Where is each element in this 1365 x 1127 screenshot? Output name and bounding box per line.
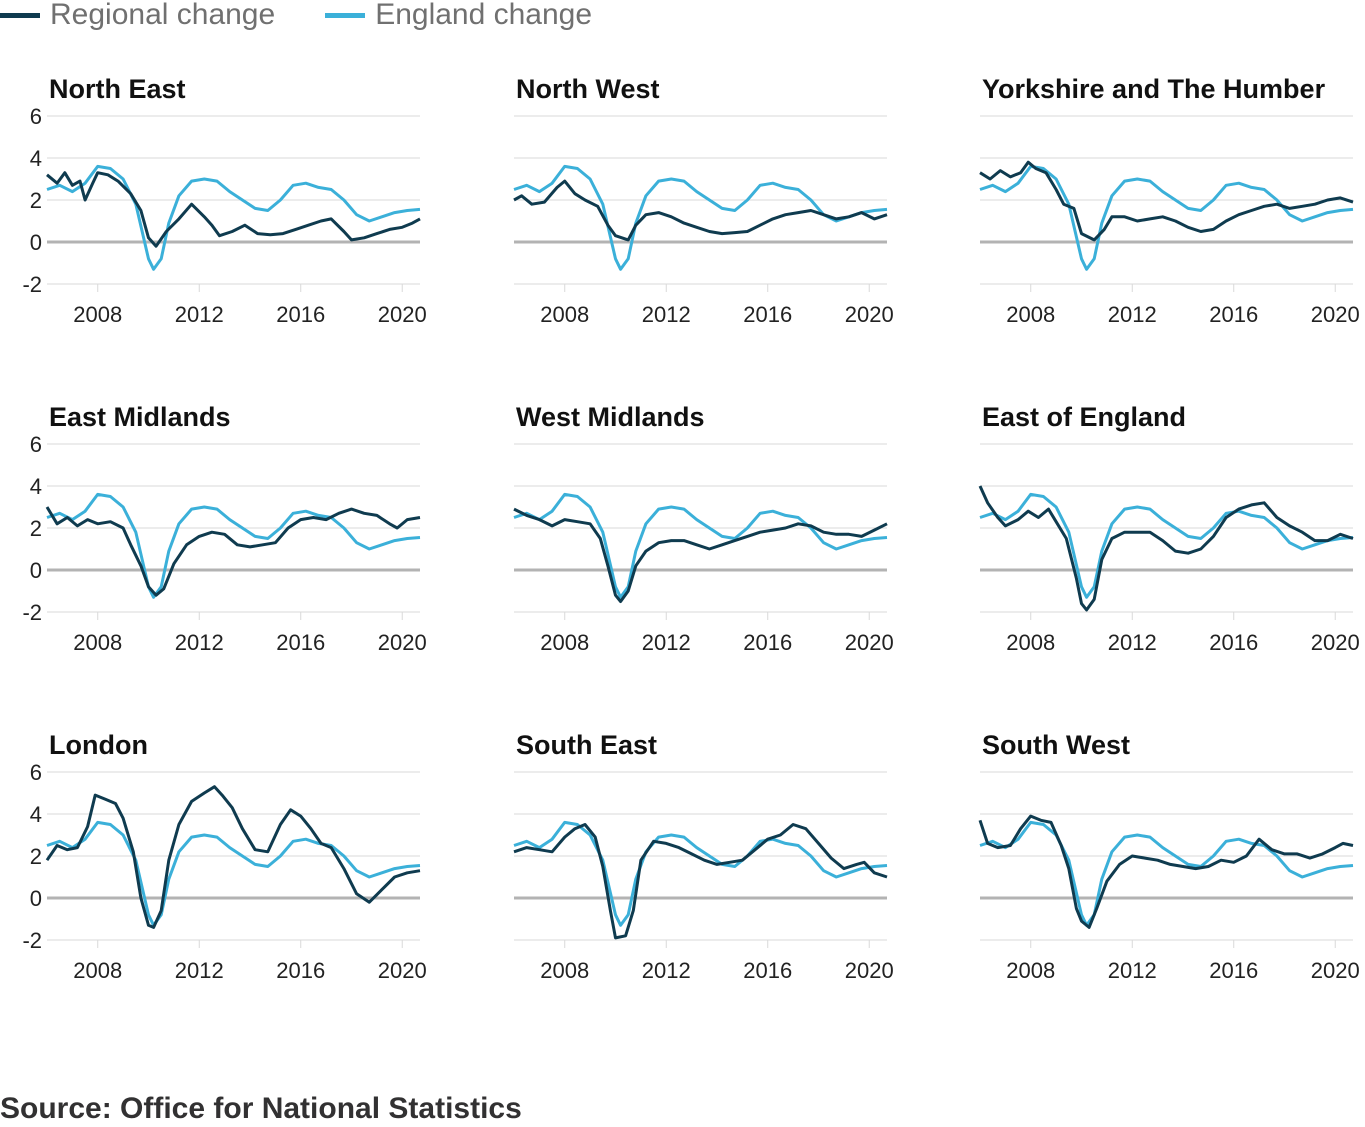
panel-north-east: North East -2 0 2 4 6 2008 2012 2016 2020 xyxy=(22,74,426,327)
legend-label-england: England change xyxy=(375,0,593,31)
panel-east-midlands: East Midlands -2 0 2 4 6 2008 2012 2016 2020 xyxy=(22,402,426,655)
x-tick-label: 2008 xyxy=(1006,958,1055,983)
y-tick-label: 6 xyxy=(30,432,42,457)
x-tick-label: 2016 xyxy=(743,302,792,327)
x-tick-label: 2008 xyxy=(73,958,122,983)
england-change-line xyxy=(46,164,421,271)
y-tick-label: 0 xyxy=(30,230,42,255)
england-change-line xyxy=(513,820,888,927)
x-tick-label: 2012 xyxy=(642,958,691,983)
x-tick-label: 2012 xyxy=(1108,630,1157,655)
x-tick-label: 2020 xyxy=(378,630,427,655)
x-tick-label: 2008 xyxy=(73,630,122,655)
regional-change-line xyxy=(978,485,1354,612)
x-tick-label: 2012 xyxy=(1108,302,1157,327)
y-tick-label: 0 xyxy=(30,558,42,583)
england-change-line xyxy=(979,164,1354,271)
panel-title: North East xyxy=(49,74,186,104)
x-tick-label: 2016 xyxy=(743,958,792,983)
england-change-line xyxy=(979,492,1354,599)
x-tick-label: 2008 xyxy=(540,630,589,655)
x-tick-label: 2016 xyxy=(1209,302,1258,327)
panel-london: London -2 0 2 4 6 2008 2012 2016 2020 xyxy=(22,730,426,983)
legend-item-regional: Regional change xyxy=(0,0,275,32)
x-tick-label: 2016 xyxy=(276,958,325,983)
panel-title: East Midlands xyxy=(49,402,231,432)
panel-title: South East xyxy=(516,730,657,760)
england-change-line xyxy=(46,820,421,927)
regional-change-line xyxy=(45,506,421,597)
y-tick-label: -2 xyxy=(22,928,42,953)
regional-change-line xyxy=(513,823,888,940)
y-tick-label: 2 xyxy=(30,516,42,541)
england-change-line xyxy=(979,820,1354,927)
panel-north-west: North West 2008 2012 2016 2020 xyxy=(513,74,894,327)
regional-change-line xyxy=(513,179,888,242)
panel-south-west: South West 2008 2012 2016 2020 xyxy=(978,730,1360,983)
x-tick-label: 2020 xyxy=(1311,630,1360,655)
chart-legend: Regional change England change xyxy=(0,0,592,32)
regional-change-line xyxy=(979,160,1354,242)
panel-title: East of England xyxy=(982,402,1186,432)
x-tick-label: 2020 xyxy=(845,302,894,327)
y-tick-label: 2 xyxy=(30,844,42,869)
x-tick-label: 2020 xyxy=(845,630,894,655)
x-tick-label: 2012 xyxy=(642,630,691,655)
legend-swatch-regional xyxy=(0,12,40,18)
x-tick-label: 2012 xyxy=(642,302,691,327)
panel-title: South West xyxy=(982,730,1130,760)
x-tick-label: 2016 xyxy=(1209,630,1258,655)
regional-change-line xyxy=(46,171,421,248)
panel-title: Yorkshire and The Humber xyxy=(982,74,1326,104)
x-tick-label: 2008 xyxy=(540,958,589,983)
panel-south-east: South East 2008 2012 2016 2020 xyxy=(513,730,894,983)
panel-yorkshire-and-the-humber: Yorkshire and The Humber 2008 2012 2016 2020 xyxy=(979,74,1360,327)
panel-title: London xyxy=(49,730,148,760)
x-tick-label: 2016 xyxy=(276,630,325,655)
panel-title: North West xyxy=(516,74,660,104)
x-tick-label: 2012 xyxy=(175,630,224,655)
panel-east-of-england: East of England 2008 2012 2016 2020 xyxy=(978,402,1360,655)
england-change-line xyxy=(46,492,421,599)
y-tick-label: 4 xyxy=(30,802,42,827)
x-tick-label: 2016 xyxy=(743,630,792,655)
regional-change-line xyxy=(45,785,421,929)
y-tick-label: -2 xyxy=(22,600,42,625)
england-change-line xyxy=(513,492,888,599)
x-tick-label: 2020 xyxy=(378,302,427,327)
legend-item-england: England change xyxy=(325,0,592,32)
x-tick-label: 2016 xyxy=(276,302,325,327)
source-note: Source: Office for National Statistics xyxy=(0,1092,522,1125)
x-tick-label: 2020 xyxy=(1311,302,1360,327)
x-tick-label: 2008 xyxy=(1006,630,1055,655)
x-tick-label: 2020 xyxy=(845,958,894,983)
x-tick-label: 2008 xyxy=(1006,302,1055,327)
x-tick-label: 2012 xyxy=(175,958,224,983)
x-tick-label: 2016 xyxy=(1209,958,1258,983)
y-tick-label: 4 xyxy=(30,146,42,171)
y-tick-label: -2 xyxy=(22,272,42,297)
legend-swatch-england xyxy=(325,12,366,18)
panel-title: West Midlands xyxy=(516,402,705,432)
x-tick-label: 2012 xyxy=(1108,958,1157,983)
x-tick-label: 2008 xyxy=(540,302,589,327)
x-tick-label: 2020 xyxy=(378,958,427,983)
regional-change-line xyxy=(978,814,1354,929)
y-tick-label: 0 xyxy=(30,886,42,911)
x-tick-label: 2008 xyxy=(73,302,122,327)
x-tick-label: 2020 xyxy=(1311,958,1360,983)
y-tick-label: 6 xyxy=(30,104,42,129)
x-tick-label: 2012 xyxy=(175,302,224,327)
y-tick-label: 2 xyxy=(30,188,42,213)
legend-label-regional: Regional change xyxy=(50,0,276,31)
regional-change-line xyxy=(513,507,888,603)
england-change-line xyxy=(513,164,888,271)
y-tick-label: 6 xyxy=(30,760,42,785)
y-tick-label: 4 xyxy=(30,474,42,499)
panel-west-midlands: West Midlands 2008 2012 2016 2020 xyxy=(513,402,894,655)
